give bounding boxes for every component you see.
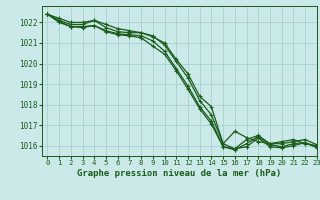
X-axis label: Graphe pression niveau de la mer (hPa): Graphe pression niveau de la mer (hPa) [77, 169, 281, 178]
